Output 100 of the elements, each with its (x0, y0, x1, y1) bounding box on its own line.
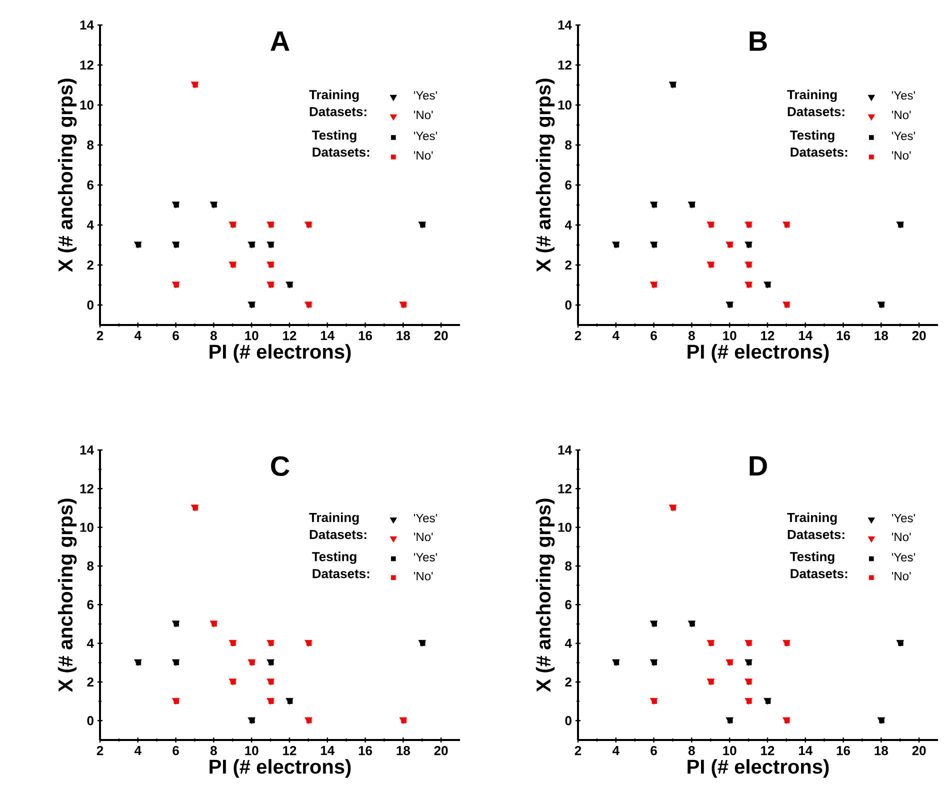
y-tick-label: 12 (558, 484, 572, 494)
y-tick-label: 12 (558, 60, 572, 70)
y-axis-title: X (# anchoring grps) (58, 78, 77, 272)
y-tick-label: 2 (87, 260, 94, 270)
legend-label: 'No' (892, 110, 911, 120)
x-tick-label: 4 (612, 331, 620, 340)
x-tick-label: 2 (574, 746, 582, 756)
annotation: Training Datasets: (787, 512, 844, 540)
x-tick-label: 16 (836, 746, 850, 756)
annotation: Training Datasets: (309, 90, 366, 116)
legend-label: 'Yes' (892, 553, 915, 562)
chart-title: C (271, 456, 290, 476)
legend-label: 'Yes' (414, 91, 437, 100)
x-tick-label: 2 (574, 331, 582, 340)
y-tick-label: 10 (558, 100, 572, 110)
x-tick-label: 14 (320, 331, 335, 340)
y-tick-label: 8 (565, 140, 572, 150)
x-tick-label: 4 (134, 746, 142, 755)
y-tick-label: 0 (87, 300, 94, 310)
x-tick-label: 20 (434, 746, 448, 756)
legend-label: 'No' (414, 572, 433, 580)
y-tick-label: 4 (86, 220, 94, 230)
x-tick-label: 8 (688, 331, 695, 340)
y-tick-label: 0 (87, 716, 94, 726)
y-axis-title: X (# anchoring grps) (58, 498, 77, 692)
annotation: Testing Datasets: (790, 130, 848, 157)
y-tick-label: 14 (80, 446, 94, 454)
legend-label: 'Yes' (892, 91, 915, 100)
x-tick-label: 8 (210, 331, 217, 340)
x-axis-title: PI (# electrons) (210, 344, 351, 363)
x-tick-label: 12 (761, 331, 774, 340)
legend-label: 'No' (414, 532, 433, 542)
x-tick-label: 6 (172, 331, 179, 340)
x-tick-label: 14 (320, 746, 335, 755)
y-tick-label: 6 (87, 180, 94, 190)
y-tick-label: 14 (558, 20, 572, 30)
y-tick-label: 12 (80, 484, 94, 494)
x-tick-label: 20 (434, 331, 448, 340)
x-tick-label: 4 (612, 746, 620, 755)
x-tick-label: 2 (96, 746, 104, 756)
annotation: Testing Datasets: (312, 552, 370, 578)
x-tick-label: 10 (245, 746, 258, 756)
x-axis-title: PI (# electrons) (688, 759, 829, 778)
x-tick-label: 2 (96, 331, 104, 340)
y-tick-label: 12 (80, 60, 94, 70)
x-tick-label: 6 (650, 746, 657, 756)
x-tick-label: 14 (798, 331, 813, 340)
y-tick-label: 6 (565, 180, 572, 190)
x-tick-label: 12 (761, 746, 774, 756)
x-tick-label: 12 (283, 331, 296, 340)
x-tick-label: 20 (912, 746, 926, 756)
legend-label: 'No' (892, 532, 911, 542)
x-tick-label: 10 (723, 746, 736, 756)
legend-label: 'Yes' (892, 132, 915, 140)
x-tick-label: 12 (283, 746, 296, 756)
annotation: Testing Datasets: (312, 130, 370, 157)
x-tick-label: 20 (912, 331, 926, 340)
y-tick-label: 4 (564, 220, 572, 230)
y-tick-label: 6 (565, 600, 572, 610)
y-tick-label: 6 (87, 600, 94, 610)
x-tick-label: 18 (396, 746, 410, 756)
x-tick-label: 18 (396, 331, 410, 340)
x-axis-title: PI (# electrons) (210, 759, 351, 778)
y-tick-label: 2 (87, 677, 94, 687)
legend-label: 'No' (414, 151, 433, 160)
annotation: Training Datasets: (309, 512, 366, 540)
y-tick-label: 4 (564, 638, 572, 648)
chart-title: D (750, 456, 767, 476)
x-tick-label: 18 (874, 746, 888, 756)
x-tick-label: 4 (134, 331, 142, 340)
x-tick-label: 10 (245, 331, 258, 340)
chart-title: B (750, 32, 767, 51)
legend-label: 'Yes' (414, 553, 437, 562)
y-tick-label: 8 (87, 561, 94, 571)
y-tick-label: 2 (565, 260, 572, 270)
legend-label: 'No' (892, 151, 911, 160)
x-tick-label: 14 (798, 746, 813, 755)
y-tick-label: 10 (558, 522, 572, 532)
annotation: Training Datasets: (787, 90, 844, 116)
y-tick-label: 2 (565, 677, 572, 687)
x-axis-title: PI (# electrons) (688, 344, 829, 363)
y-tick-label: 14 (558, 446, 572, 454)
y-tick-label: 10 (80, 522, 94, 532)
x-tick-label: 16 (358, 331, 372, 340)
annotation: Testing Datasets: (790, 552, 848, 578)
legend-label: 'Yes' (892, 514, 915, 522)
y-tick-label: 8 (87, 140, 94, 150)
legend-label: 'Yes' (414, 132, 437, 140)
y-axis-title: X (# anchoring grps) (536, 498, 555, 692)
y-tick-label: 0 (565, 300, 572, 310)
x-tick-label: 16 (836, 331, 850, 340)
y-tick-label: 8 (565, 561, 572, 571)
x-tick-label: 8 (688, 746, 695, 756)
y-tick-label: 14 (80, 20, 94, 30)
x-tick-label: 16 (358, 746, 372, 756)
y-tick-label: 4 (86, 638, 94, 648)
chart-title: A (270, 32, 290, 51)
y-axis-title: X (# anchoring grps) (536, 78, 555, 272)
y-tick-label: 10 (80, 100, 94, 110)
x-tick-label: 6 (172, 746, 179, 756)
